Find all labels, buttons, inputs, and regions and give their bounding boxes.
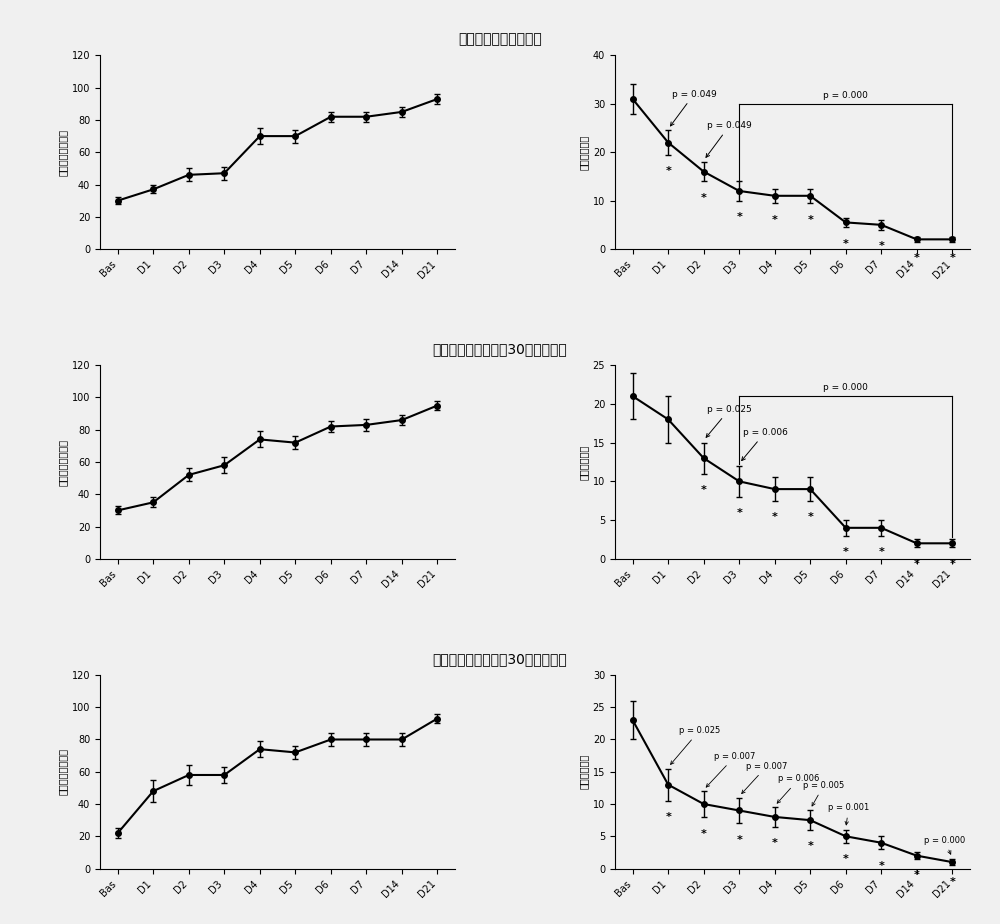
Text: *: * (878, 861, 884, 870)
Text: p = 0.000: p = 0.000 (823, 91, 868, 100)
Y-axis label: 阳性症状评分: 阳性症状评分 (579, 754, 589, 789)
Text: *: * (949, 253, 955, 263)
Text: 阳性症状的全部受试者: 阳性症状的全部受试者 (458, 32, 542, 46)
Text: p = 0.005: p = 0.005 (803, 781, 844, 806)
Text: *: * (736, 508, 742, 518)
Text: *: * (736, 835, 742, 845)
Text: p = 0.006: p = 0.006 (777, 774, 820, 803)
Text: *: * (772, 512, 778, 522)
Y-axis label: 阳性症状减少分率: 阳性症状减少分率 (58, 439, 68, 485)
Y-axis label: 阳性症状评分: 阳性症状评分 (579, 135, 589, 170)
Text: *: * (843, 547, 849, 557)
Y-axis label: 阳性症状减少分率: 阳性症状减少分率 (58, 748, 68, 796)
Text: *: * (736, 213, 742, 223)
Text: *: * (914, 253, 920, 263)
Text: *: * (701, 193, 707, 203)
Text: *: * (772, 214, 778, 225)
Text: p = 0.025: p = 0.025 (671, 726, 720, 764)
Text: p = 0.049: p = 0.049 (670, 90, 716, 126)
Text: *: * (807, 512, 813, 522)
Text: *: * (665, 812, 671, 822)
Text: p = 0.007: p = 0.007 (706, 752, 756, 787)
Y-axis label: 阳性症状评分: 阳性症状评分 (579, 444, 589, 480)
Text: *: * (878, 241, 884, 251)
Text: p = 0.000: p = 0.000 (823, 383, 868, 393)
Text: *: * (807, 842, 813, 851)
Y-axis label: 阳性症状减少分率: 阳性症状减少分率 (58, 128, 68, 176)
Text: *: * (843, 855, 849, 864)
Text: *: * (701, 485, 707, 495)
Text: *: * (772, 838, 778, 848)
Text: 距本次吸毒时间大于30天的受试者: 距本次吸毒时间大于30天的受试者 (433, 342, 567, 356)
Text: p = 0.025: p = 0.025 (706, 405, 752, 437)
Text: 距本次吸毒时间小于30天的受试者: 距本次吸毒时间小于30天的受试者 (433, 651, 567, 665)
Text: *: * (701, 829, 707, 839)
Text: p = 0.001: p = 0.001 (828, 804, 869, 825)
Text: p = 0.000: p = 0.000 (924, 835, 965, 854)
Text: *: * (843, 239, 849, 249)
Text: *: * (807, 214, 813, 225)
Text: p = 0.049: p = 0.049 (706, 121, 752, 157)
Text: *: * (665, 166, 671, 176)
Text: p = 0.006: p = 0.006 (742, 428, 788, 460)
Text: *: * (914, 559, 920, 569)
Text: *: * (949, 559, 955, 569)
Text: *: * (949, 877, 955, 887)
Text: *: * (914, 870, 920, 881)
Text: p = 0.007: p = 0.007 (742, 761, 788, 794)
Text: *: * (878, 547, 884, 557)
